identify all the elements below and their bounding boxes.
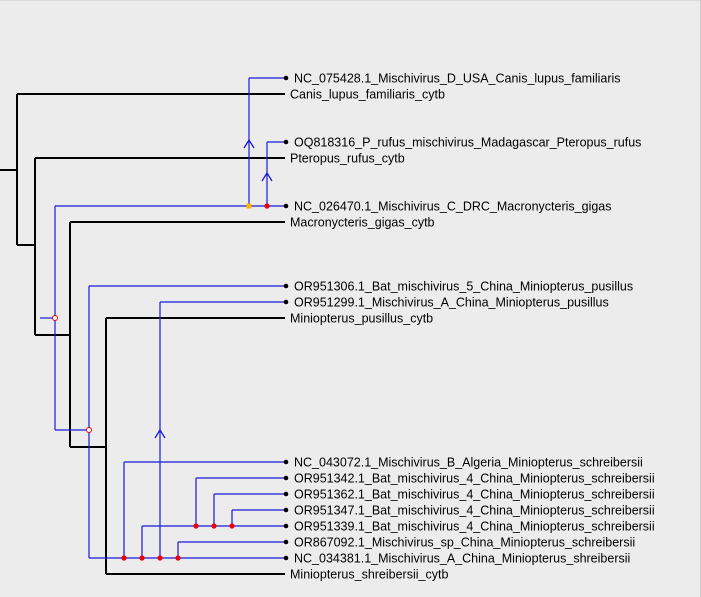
leaf-dot-icon: [283, 555, 289, 561]
leaf-dot-icon: [283, 283, 289, 289]
virus-label-or951339: OR951339.1_Bat_mischivirus_4_China_Minio…: [294, 520, 655, 534]
virus-label-or951306: OR951306.1_Bat_mischivirus_5_China_Minio…: [294, 280, 633, 294]
cospeciation-node-icon: [139, 555, 145, 561]
cospeciation-node-icon: [121, 555, 127, 561]
leaf-labels: NC_075428.1_Mischivirus_D_USA_Canis_lupu…: [290, 72, 655, 582]
arrow-head-icon: [243, 138, 255, 149]
top-border: [0, 0, 701, 1]
duplication-node-icon: [246, 203, 252, 209]
leaf-dot-icon: [283, 475, 289, 481]
cospeciation-node-icon: [264, 203, 270, 209]
virus-label-or951342: OR951342.1_Bat_mischivirus_4_China_Minio…: [294, 472, 655, 486]
virus-leaf-dots: [283, 75, 289, 561]
cospeciation-node-icon: [193, 523, 199, 529]
cospeciation-node-icon: [157, 555, 163, 561]
virus-label-or867092: OR867092.1_Mischivirus_sp_China_Miniopte…: [294, 536, 635, 550]
leaf-dot-icon: [283, 459, 289, 465]
host-label-pusillus: Miniopterus_pusillus_cytb: [290, 312, 433, 326]
arrow-head-icon: [261, 171, 273, 182]
host-tree: [0, 93, 285, 575]
cospeciation-node-icon: [211, 523, 217, 529]
virus-label-nc043072: NC_043072.1_Mischivirus_B_Algeria_Miniop…: [294, 456, 643, 470]
leaf-dot-icon: [283, 299, 289, 305]
host-label-macronycteris: Macronycteris_gigas_cytb: [290, 216, 435, 230]
leaf-dot-icon: [283, 491, 289, 497]
virus-label-or951299: OR951299.1_Mischivirus_A_China_Miniopter…: [294, 296, 609, 310]
virus-label-nc026470: NC_026470.1_Mischivirus_C_DRC_Macronycte…: [294, 200, 612, 214]
leaf-dot-icon: [283, 75, 289, 81]
leaf-dot-icon: [283, 139, 289, 145]
transfer-arrows: [154, 138, 273, 439]
virus-label-nc034381: NC_034381.1_Mischivirus_A_China_Miniopte…: [294, 552, 630, 566]
virus-label-nc075428: NC_075428.1_Mischivirus_D_USA_Canis_lupu…: [294, 72, 621, 86]
leaf-dot-icon: [283, 203, 289, 209]
host-label-schreibersii: Miniopterus_shreibersii_cytb: [290, 568, 448, 582]
arrow-head-icon: [154, 428, 166, 439]
leaf-dot-icon: [283, 539, 289, 545]
virus-label-oq818316: OQ818316_P_rufus_mischivirus_Madagascar_…: [294, 136, 641, 150]
open-node-icon: [86, 427, 92, 433]
open-node-icon: [52, 315, 58, 321]
leaf-dot-icon: [283, 507, 289, 513]
event-nodes: [52, 203, 270, 561]
cospeciation-node-icon: [229, 523, 235, 529]
leaf-dot-icon: [283, 523, 289, 529]
host-label-canis: Canis_lupus_familiaris_cytb: [290, 88, 445, 102]
virus-label-or951362: OR951362.1_Bat_mischivirus_4_China_Minio…: [294, 488, 655, 502]
virus-label-or951347: OR951347.1_Bat_mischivirus_4_China_Minio…: [294, 504, 655, 518]
cospeciation-node-icon: [175, 555, 181, 561]
host-label-pteropus: Pteropus_rufus_cytb: [290, 152, 405, 166]
